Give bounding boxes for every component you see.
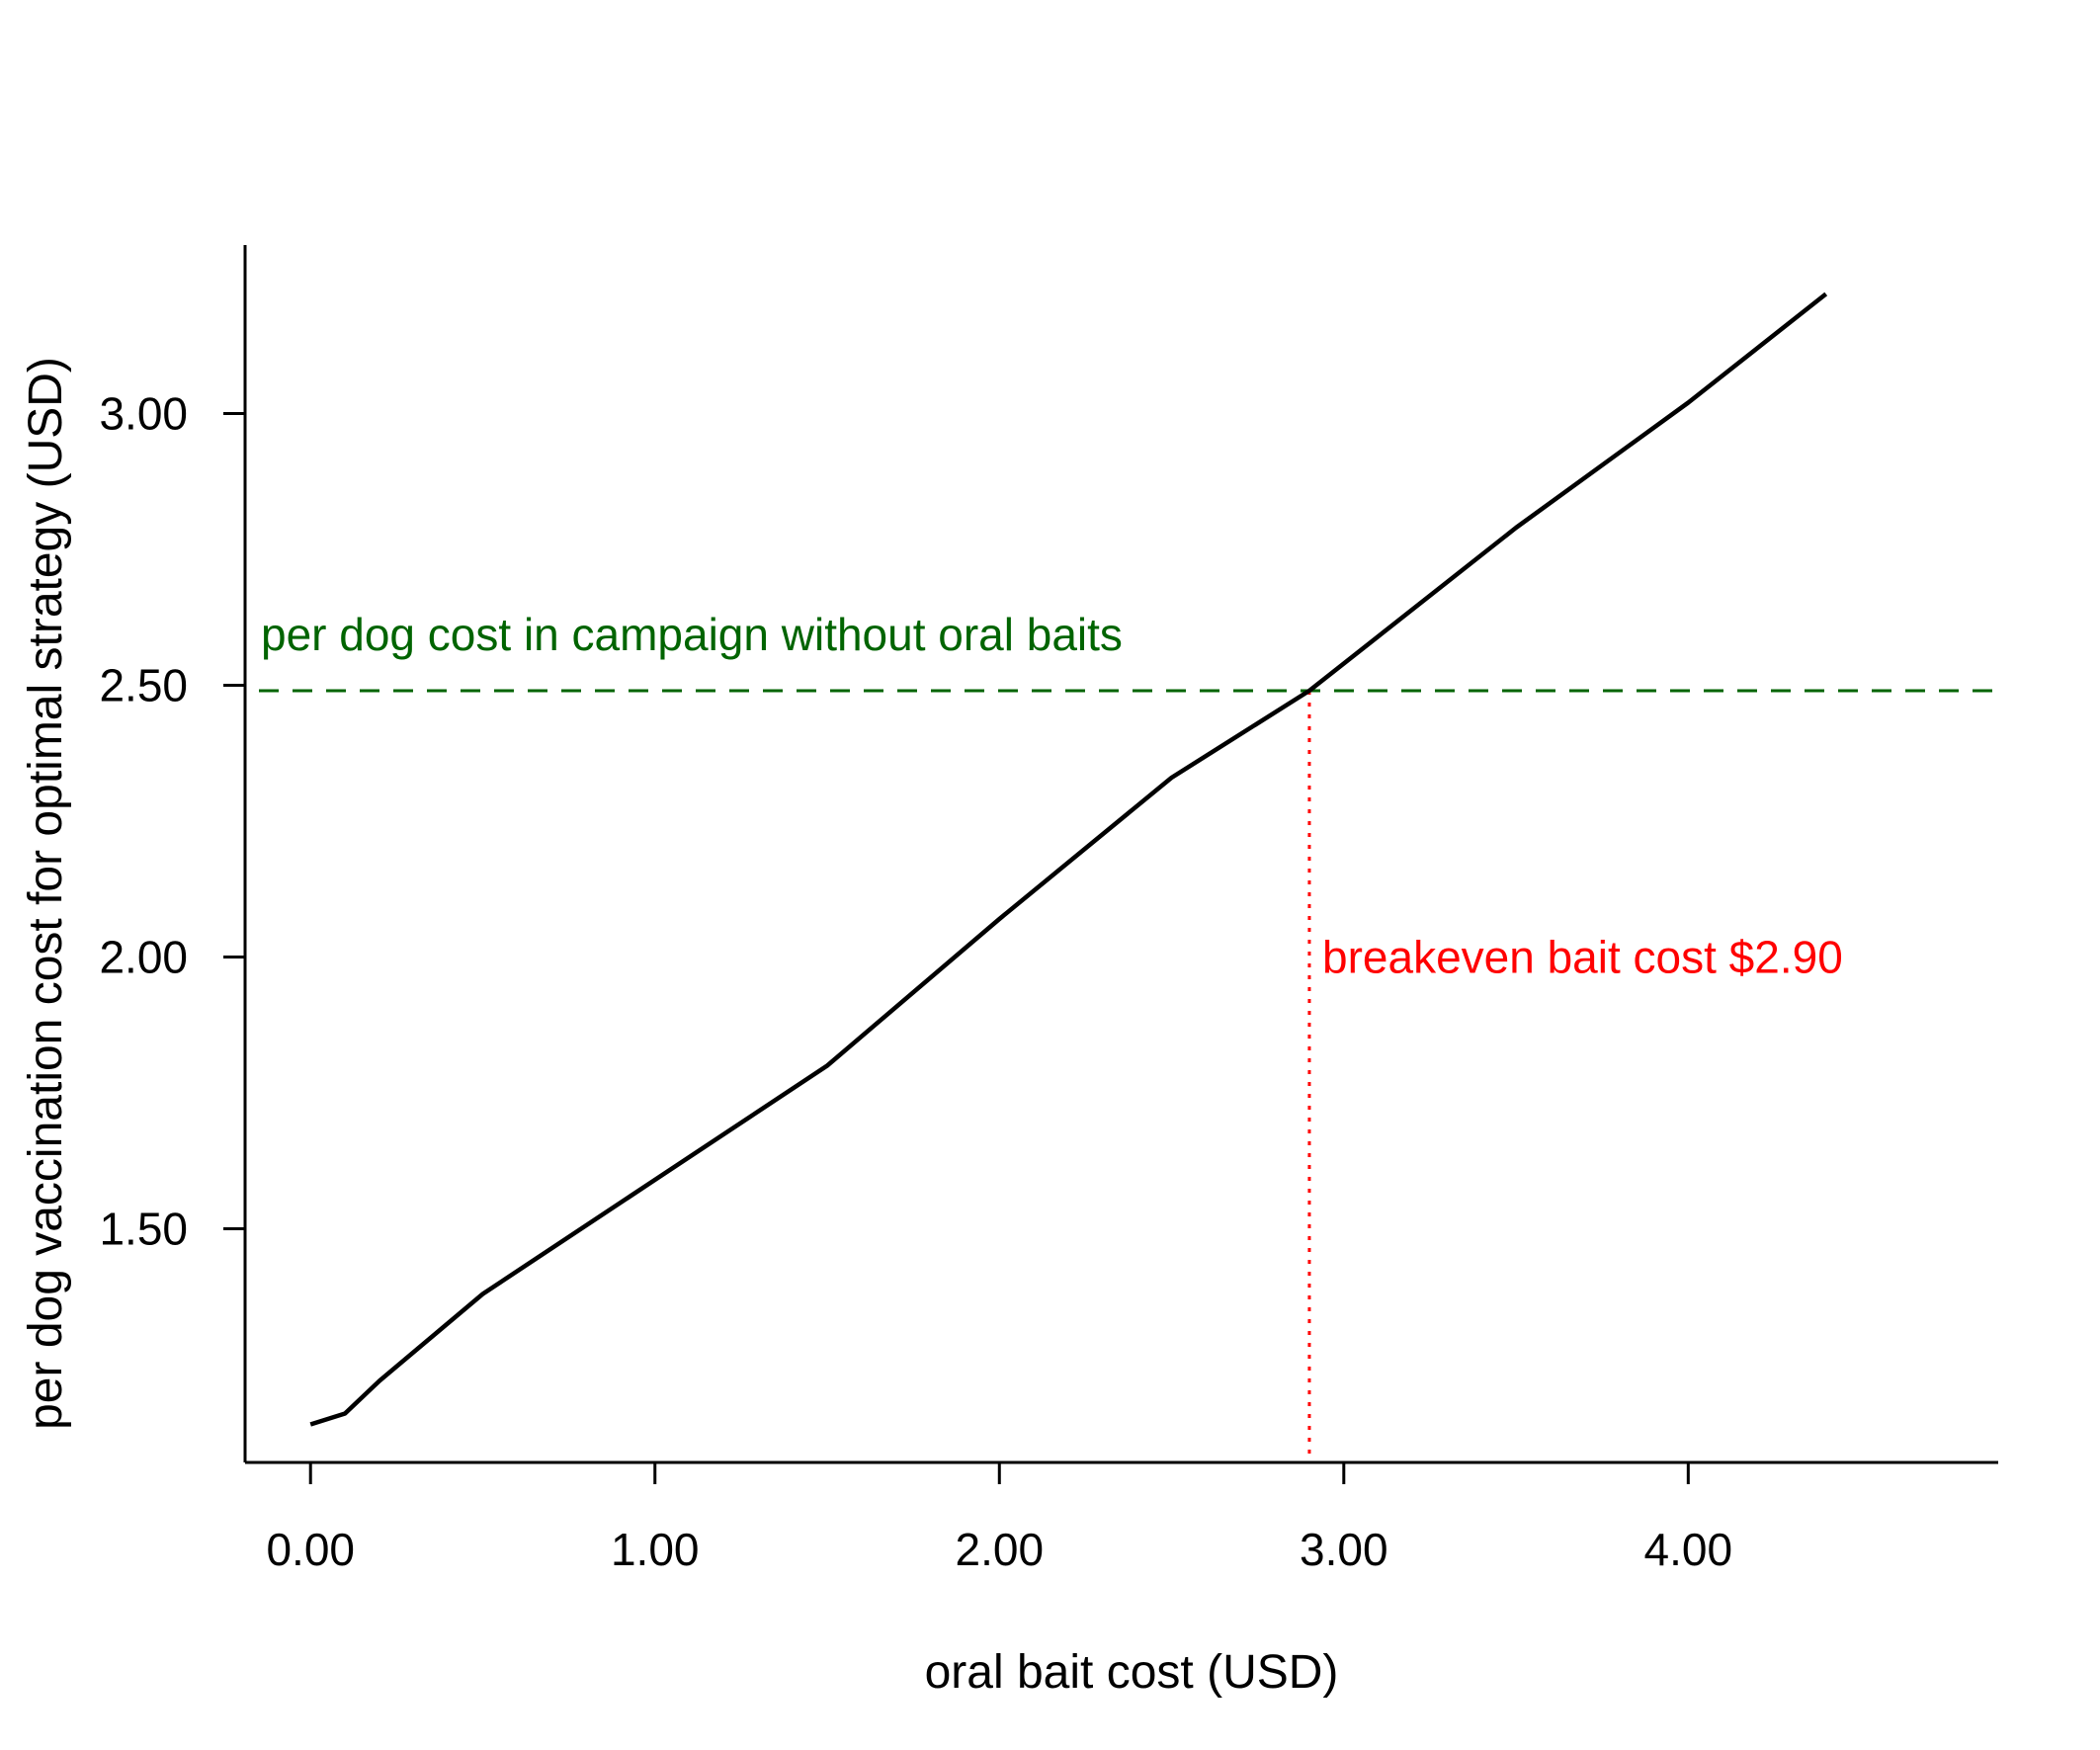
x-tick-label: 0.00 — [266, 1524, 355, 1575]
series-line — [309, 292, 1828, 1427]
reference-lines: per dog cost in campaign without oral ba… — [259, 609, 1994, 1458]
x-tick-label: 2.00 — [956, 1524, 1045, 1575]
breakeven-annotation: breakeven bait cost $2.90 — [1322, 932, 1843, 983]
y-tick-label: 1.50 — [99, 1204, 188, 1255]
x-tick-label: 4.00 — [1644, 1524, 1733, 1575]
series-group — [309, 292, 1828, 1427]
x-axis-title: oral bait cost (USD) — [925, 1646, 1339, 1699]
baseline-cost-annotation: per dog cost in campaign without oral ba… — [261, 609, 1123, 660]
y-tick-label: 2.50 — [99, 660, 188, 711]
y-tick-label: 2.00 — [99, 932, 188, 983]
y-axis-title: per dog vaccination cost for optimal str… — [20, 357, 72, 1430]
y-tick-label: 3.00 — [99, 388, 188, 440]
x-ticks: 0.00 1.00 2.00 3.00 4.00 — [266, 1462, 1732, 1575]
y-ticks: 1.50 2.00 2.50 3.00 — [99, 388, 245, 1255]
x-tick-label: 1.00 — [611, 1524, 700, 1575]
x-tick-label: 3.00 — [1300, 1524, 1388, 1575]
